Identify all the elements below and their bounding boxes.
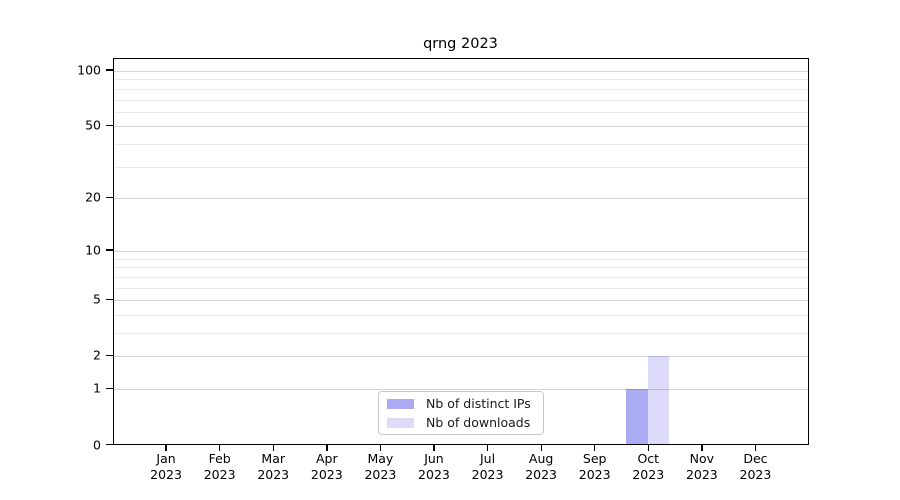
legend-label-downloads: Nb of downloads bbox=[426, 415, 531, 430]
x-tick-label: Mar 2023 bbox=[243, 451, 303, 482]
x-tick-month: Dec bbox=[743, 451, 768, 466]
x-tick-label: Jun 2023 bbox=[404, 451, 464, 482]
y-tick-label: 0 bbox=[93, 437, 101, 452]
gridline bbox=[113, 276, 808, 278]
legend-swatch-distinct-ips bbox=[387, 398, 414, 409]
x-tick bbox=[379, 444, 382, 451]
y-tick bbox=[106, 249, 113, 251]
gridline bbox=[113, 389, 808, 391]
y-tick bbox=[106, 354, 113, 357]
y-tick-label: 1 bbox=[93, 380, 101, 396]
x-tick-month: Jan bbox=[156, 451, 176, 466]
x-tick-year: 2023 bbox=[739, 466, 772, 482]
gridline bbox=[113, 166, 808, 168]
y-tick bbox=[106, 196, 113, 199]
y-tick-label: 10 bbox=[85, 242, 101, 258]
y-tick-label: 20 bbox=[85, 189, 101, 205]
y-tick-label: 50 bbox=[85, 117, 101, 133]
bar bbox=[647, 356, 670, 445]
y-tick-label: 100 bbox=[77, 62, 101, 78]
y-tick bbox=[106, 387, 113, 389]
x-tick bbox=[754, 444, 757, 451]
legend: Nb of distinct IPs Nb of downloads bbox=[378, 391, 544, 435]
x-tick bbox=[647, 444, 649, 451]
x-tick bbox=[540, 444, 542, 451]
x-tick-month: Aug bbox=[528, 451, 554, 466]
legend-swatch-downloads bbox=[387, 417, 414, 428]
x-tick-label: Apr 2023 bbox=[297, 451, 357, 482]
x-tick-year: 2023 bbox=[525, 466, 558, 482]
x-tick-year: 2023 bbox=[150, 466, 182, 482]
x-tick-month: Feb bbox=[208, 451, 231, 466]
gridline bbox=[113, 88, 808, 90]
x-tick bbox=[486, 444, 489, 451]
gridline bbox=[113, 300, 808, 302]
x-tick-month: Oct bbox=[637, 451, 660, 466]
x-tick-year: 2023 bbox=[364, 466, 397, 482]
x-tick-label: Nov 2023 bbox=[672, 451, 732, 482]
x-tick-year: 2023 bbox=[632, 466, 665, 482]
x-tick-label: Jan 2023 bbox=[136, 451, 196, 482]
gridline bbox=[113, 250, 808, 252]
legend-row: Nb of distinct IPs bbox=[387, 396, 543, 411]
x-tick-year: 2023 bbox=[257, 466, 290, 482]
y-tick bbox=[106, 298, 113, 300]
x-tick-label: Sep 2023 bbox=[565, 451, 625, 482]
legend-label-distinct-ips: Nb of distinct IPs bbox=[426, 396, 531, 411]
bar bbox=[626, 389, 648, 445]
x-tick-year: 2023 bbox=[203, 466, 236, 482]
gridline bbox=[113, 99, 808, 101]
x-tick-month: Mar bbox=[261, 451, 286, 466]
x-tick-year: 2023 bbox=[418, 466, 450, 482]
gridline bbox=[113, 267, 808, 269]
y-tick bbox=[106, 443, 113, 446]
x-tick-month: May bbox=[367, 451, 394, 466]
x-tick-label: Jul 2023 bbox=[458, 451, 518, 482]
gridline bbox=[113, 333, 808, 334]
gridline bbox=[113, 111, 808, 113]
x-tick bbox=[433, 444, 435, 451]
plot-area bbox=[112, 58, 809, 445]
gridline bbox=[113, 126, 808, 128]
chart-title: qrng 2023 bbox=[423, 36, 498, 52]
y-tick bbox=[106, 69, 113, 71]
x-tick-label: Oct 2023 bbox=[618, 451, 678, 482]
x-tick-year: 2023 bbox=[578, 466, 611, 482]
gridline bbox=[113, 314, 808, 316]
x-tick bbox=[165, 444, 167, 451]
x-tick bbox=[326, 444, 328, 451]
x-tick-month: Jun bbox=[424, 451, 444, 466]
gridline bbox=[113, 356, 808, 358]
gridline bbox=[113, 71, 808, 72]
x-tick-year: 2023 bbox=[310, 466, 343, 482]
gridline bbox=[113, 198, 808, 200]
x-tick bbox=[219, 444, 221, 451]
x-tick-year: 2023 bbox=[471, 466, 504, 482]
x-tick-label: Feb 2023 bbox=[190, 451, 250, 482]
x-tick bbox=[594, 444, 596, 451]
x-tick bbox=[701, 444, 703, 451]
gridline bbox=[113, 287, 808, 289]
x-tick-label: Aug 2023 bbox=[511, 451, 571, 482]
x-tick-month: Apr bbox=[315, 451, 338, 466]
gridline bbox=[113, 79, 808, 81]
y-tick-label: 2 bbox=[93, 347, 101, 363]
gridline bbox=[113, 144, 808, 146]
x-tick-month: Nov bbox=[689, 451, 715, 466]
x-tick-year: 2023 bbox=[685, 466, 718, 482]
x-tick-label: Dec 2023 bbox=[725, 451, 785, 482]
legend-row: Nb of downloads bbox=[387, 415, 543, 430]
gridline bbox=[113, 258, 808, 260]
y-tick-label: 5 bbox=[93, 291, 101, 307]
x-tick-month: Sep bbox=[582, 451, 607, 466]
x-tick-label: May 2023 bbox=[350, 451, 410, 482]
x-tick bbox=[272, 444, 274, 451]
x-tick-month: Jul bbox=[479, 451, 496, 466]
y-tick bbox=[106, 124, 113, 127]
